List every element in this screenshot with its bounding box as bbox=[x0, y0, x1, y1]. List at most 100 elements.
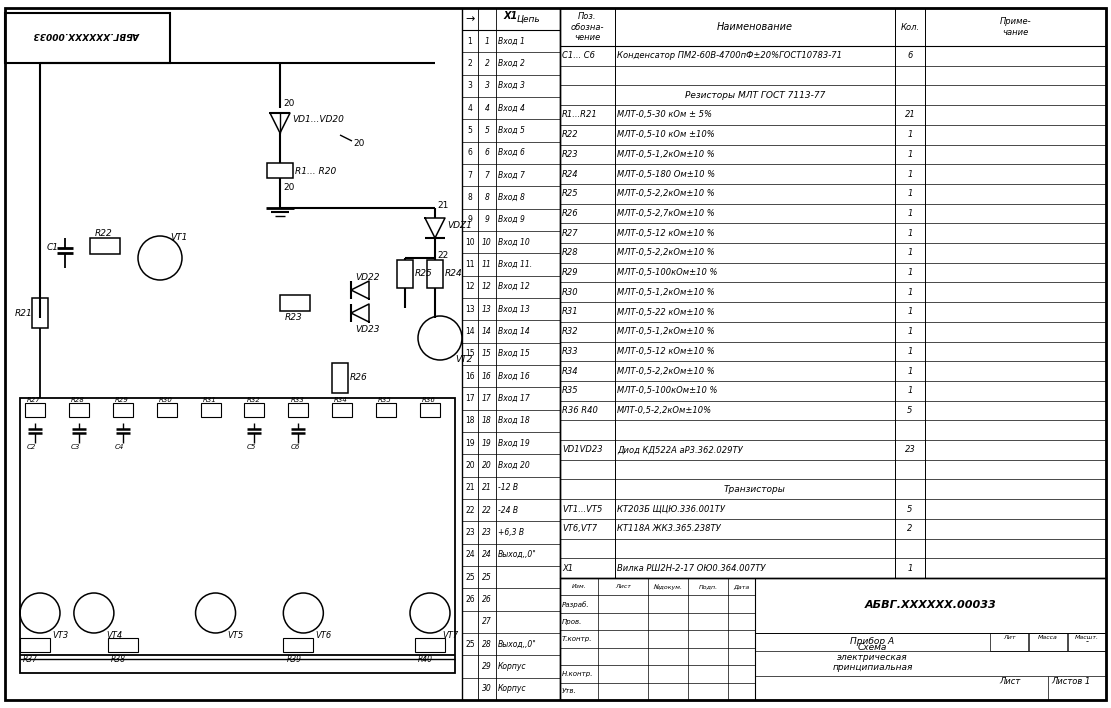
Text: 6: 6 bbox=[908, 52, 913, 60]
Bar bbox=[332, 403, 352, 417]
Text: R35: R35 bbox=[378, 397, 392, 403]
Text: 1: 1 bbox=[908, 564, 913, 573]
Text: 20: 20 bbox=[353, 139, 364, 147]
Text: 6: 6 bbox=[484, 149, 490, 157]
Text: 10: 10 bbox=[466, 238, 474, 246]
Text: 17: 17 bbox=[482, 394, 492, 403]
Text: МЛТ-0,5-30 кОм ± 5%: МЛТ-0,5-30 кОм ± 5% bbox=[617, 110, 712, 120]
Bar bbox=[427, 260, 443, 288]
Text: 18: 18 bbox=[482, 416, 492, 426]
Text: 8: 8 bbox=[468, 193, 472, 202]
Text: Вход 4: Вход 4 bbox=[498, 103, 524, 113]
Text: МЛТ-0,5-10 кОм ±10%: МЛТ-0,5-10 кОм ±10% bbox=[617, 130, 714, 139]
Text: Корпус: Корпус bbox=[498, 662, 527, 671]
Text: X1: X1 bbox=[504, 11, 518, 21]
Text: Листов 1: Листов 1 bbox=[1052, 678, 1091, 687]
Bar bbox=[69, 403, 89, 417]
Text: 1: 1 bbox=[908, 268, 913, 277]
Bar bbox=[990, 633, 1028, 651]
Text: VT6,VT7: VT6,VT7 bbox=[562, 524, 597, 533]
Text: Выход,,0": Выход,,0" bbox=[498, 550, 537, 559]
Text: R40: R40 bbox=[418, 656, 433, 665]
Text: Прибор А: Прибор А bbox=[850, 637, 894, 646]
Text: 1: 1 bbox=[908, 327, 913, 336]
Text: 21: 21 bbox=[482, 484, 492, 492]
Text: МЛТ-0,5-2,2кОм±10 %: МЛТ-0,5-2,2кОм±10 % bbox=[617, 249, 714, 258]
Text: R31: R31 bbox=[562, 307, 579, 316]
Text: 7: 7 bbox=[484, 171, 490, 180]
Bar bbox=[20, 638, 50, 652]
Text: R25: R25 bbox=[416, 270, 433, 278]
Text: +6,3 В: +6,3 В bbox=[498, 528, 524, 537]
Text: Вход 5: Вход 5 bbox=[498, 126, 524, 135]
Text: -: - bbox=[1085, 637, 1089, 646]
Text: VD22: VD22 bbox=[356, 273, 380, 282]
Text: 12: 12 bbox=[482, 282, 492, 291]
Text: 19: 19 bbox=[466, 439, 474, 447]
Text: Разраб.: Разраб. bbox=[562, 600, 590, 607]
Text: МЛТ-0,5-180 Ом±10 %: МЛТ-0,5-180 Ом±10 % bbox=[617, 170, 715, 178]
Text: Изм.: Изм. bbox=[572, 584, 587, 589]
Text: R36: R36 bbox=[422, 397, 436, 403]
Text: C1... С6: C1... С6 bbox=[562, 52, 595, 60]
Bar bbox=[20, 398, 456, 673]
Bar bbox=[90, 238, 120, 254]
Text: R29: R29 bbox=[562, 268, 579, 277]
Text: R32: R32 bbox=[247, 397, 260, 403]
Text: VT6: VT6 bbox=[316, 631, 331, 639]
Bar bbox=[113, 403, 133, 417]
Text: Вход 11.: Вход 11. bbox=[498, 260, 532, 269]
Text: R21: R21 bbox=[16, 309, 32, 317]
Text: Вход 18: Вход 18 bbox=[498, 416, 530, 426]
Text: Дата: Дата bbox=[733, 584, 750, 589]
Text: АБВГ.XXXXXX.00033: АБВГ.XXXXXX.00033 bbox=[864, 600, 997, 610]
Text: Поз.
обозна-
чение: Поз. обозна- чение bbox=[571, 12, 604, 42]
Text: 1: 1 bbox=[908, 367, 913, 376]
Text: C6: C6 bbox=[290, 444, 300, 450]
Text: МЛТ-0,5-12 кОм±10 %: МЛТ-0,5-12 кОм±10 % bbox=[617, 229, 714, 238]
Text: R25: R25 bbox=[562, 189, 579, 198]
Text: Вход 12: Вход 12 bbox=[498, 282, 530, 291]
Text: Вход 6: Вход 6 bbox=[498, 149, 524, 157]
Text: 24: 24 bbox=[466, 550, 474, 559]
Text: R37: R37 bbox=[23, 656, 38, 665]
Text: 26: 26 bbox=[482, 595, 492, 604]
Text: 1: 1 bbox=[908, 150, 913, 159]
Text: 23: 23 bbox=[482, 528, 492, 537]
Text: Лист: Лист bbox=[1000, 678, 1021, 687]
Text: 1: 1 bbox=[908, 287, 913, 297]
Bar bbox=[560, 8, 1105, 578]
Text: Масса: Масса bbox=[1038, 635, 1058, 641]
Text: 1: 1 bbox=[484, 37, 490, 46]
Text: Выход,,0": Выход,,0" bbox=[498, 639, 537, 649]
Text: 2: 2 bbox=[468, 59, 472, 68]
Text: Т.контр.: Т.контр. bbox=[562, 636, 592, 642]
Text: Вход 1: Вход 1 bbox=[498, 37, 524, 46]
Text: C3: C3 bbox=[71, 444, 80, 450]
Bar bbox=[283, 638, 313, 652]
Text: 21: 21 bbox=[904, 110, 915, 120]
Text: 1: 1 bbox=[908, 307, 913, 316]
Text: 11: 11 bbox=[466, 260, 474, 269]
Text: 17: 17 bbox=[466, 394, 474, 403]
Text: 14: 14 bbox=[482, 327, 492, 336]
Text: 4: 4 bbox=[468, 103, 472, 113]
Bar bbox=[420, 403, 440, 417]
Text: R34: R34 bbox=[334, 397, 348, 403]
Text: МЛТ-0,5-2,2кОм±10 %: МЛТ-0,5-2,2кОм±10 % bbox=[617, 189, 714, 198]
Text: Вход 3: Вход 3 bbox=[498, 81, 524, 91]
Text: R32: R32 bbox=[562, 327, 579, 336]
Text: R29: R29 bbox=[114, 397, 129, 403]
Text: R28: R28 bbox=[562, 249, 579, 258]
Text: VT1: VT1 bbox=[170, 234, 188, 243]
Text: VT2: VT2 bbox=[456, 355, 472, 365]
Text: 1: 1 bbox=[908, 170, 913, 178]
Text: КТ118А ЖК3.365.238ТУ: КТ118А ЖК3.365.238ТУ bbox=[617, 524, 721, 533]
Text: Пров.: Пров. bbox=[562, 619, 582, 624]
Text: 4: 4 bbox=[484, 103, 490, 113]
Text: 14: 14 bbox=[466, 327, 474, 336]
Text: МЛТ-0,5-1,2кОм±10 %: МЛТ-0,5-1,2кОм±10 % bbox=[617, 150, 714, 159]
Bar bbox=[6, 13, 170, 63]
Text: 26: 26 bbox=[466, 595, 474, 604]
Text: VT3: VT3 bbox=[52, 631, 68, 639]
